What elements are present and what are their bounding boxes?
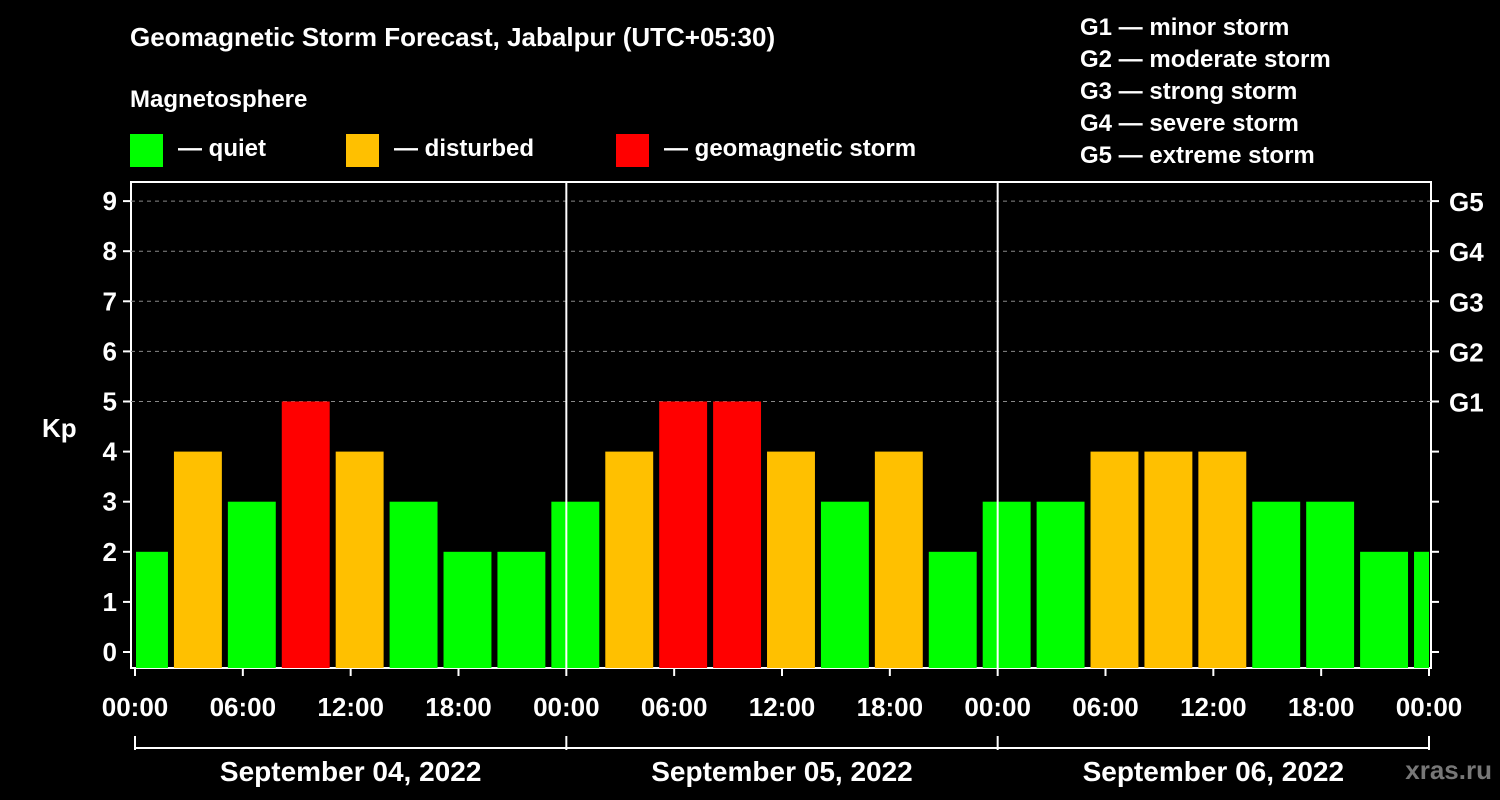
kp-bar [1090,451,1139,668]
kp-bar [1198,451,1247,668]
y-tick-label: 3 [103,487,117,517]
kp-bar [874,451,923,668]
x-tick-label: 18:00 [425,692,492,722]
storm-scale-g2: G2 — moderate storm [1080,46,1331,73]
storm-scale-g1: G1 — minor storm [1080,14,1290,41]
storm-level-label: G5 [1449,187,1484,217]
y-tick-label: 6 [103,336,117,366]
kp-bar [1252,501,1301,668]
kp-bar [659,401,708,668]
day-label: September 05, 2022 [651,756,913,787]
kp-bar [1414,551,1429,668]
x-tick-label: 06:00 [1072,692,1139,722]
day-label: September 06, 2022 [1083,756,1345,787]
kp-bar [389,501,438,668]
x-tick-label: 00:00 [102,692,169,722]
storm-scale-g3: G3 — strong storm [1080,78,1298,105]
legend-label-quiet: — quiet [178,135,266,162]
legend-swatch-storm [616,134,649,167]
y-tick-label: 2 [103,537,117,567]
kp-bar [1360,551,1409,668]
kp-bar [497,551,546,668]
kp-bar [551,501,600,668]
x-tick-label: 06:00 [641,692,708,722]
storm-level-label: G1 [1449,388,1484,418]
x-tick-label: 00:00 [533,692,600,722]
x-tick-label: 12:00 [1180,692,1247,722]
x-tick-label: 18:00 [857,692,924,722]
y-tick-label: 0 [103,637,117,667]
y-tick-label: 9 [103,186,117,216]
y-axis-label: Kp [42,413,77,443]
storm-level-label: G2 [1449,337,1484,367]
kp-bar [443,551,492,668]
kp-bar [928,551,977,668]
kp-bar [1144,451,1193,668]
legend-swatch-quiet [130,134,163,167]
kp-bar [820,501,869,668]
y-tick-label: 5 [103,387,117,417]
kp-bar [982,501,1031,668]
kp-bar [227,501,276,668]
legend-label-storm: — geomagnetic storm [664,135,917,162]
legend-title: Magnetosphere [130,86,308,113]
kp-bar [1036,501,1085,668]
day-label: September 04, 2022 [220,756,482,787]
kp-bar [335,451,384,668]
y-tick-label: 8 [103,236,117,266]
y-tick-label: 4 [103,437,118,467]
legend-label-disturbed: — disturbed [394,135,535,162]
x-tick-label: 12:00 [317,692,384,722]
x-tick-label: 18:00 [1288,692,1355,722]
x-tick-label: 12:00 [749,692,816,722]
storm-scale-g4: G4 — severe storm [1080,110,1299,137]
kp-bar [713,401,762,668]
kp-bar [605,451,654,668]
kp-bar [173,451,222,668]
kp-bar [281,401,330,668]
y-tick-label: 1 [103,587,117,617]
storm-scale-g5: G5 — extreme storm [1080,142,1315,169]
watermark: xras.ru [1405,755,1492,785]
x-tick-label: 06:00 [210,692,277,722]
storm-level-label: G3 [1449,287,1484,317]
kp-bar [767,451,815,668]
storm-level-label: G4 [1449,237,1484,267]
legend-swatch-disturbed [346,134,379,167]
x-tick-label: 00:00 [964,692,1031,722]
kp-bar [1306,501,1355,668]
x-tick-label: 00:00 [1396,692,1463,722]
y-tick-label: 7 [103,286,117,316]
chart-title: Geomagnetic Storm Forecast, Jabalpur (UT… [130,22,776,52]
kp-bar [136,551,168,668]
